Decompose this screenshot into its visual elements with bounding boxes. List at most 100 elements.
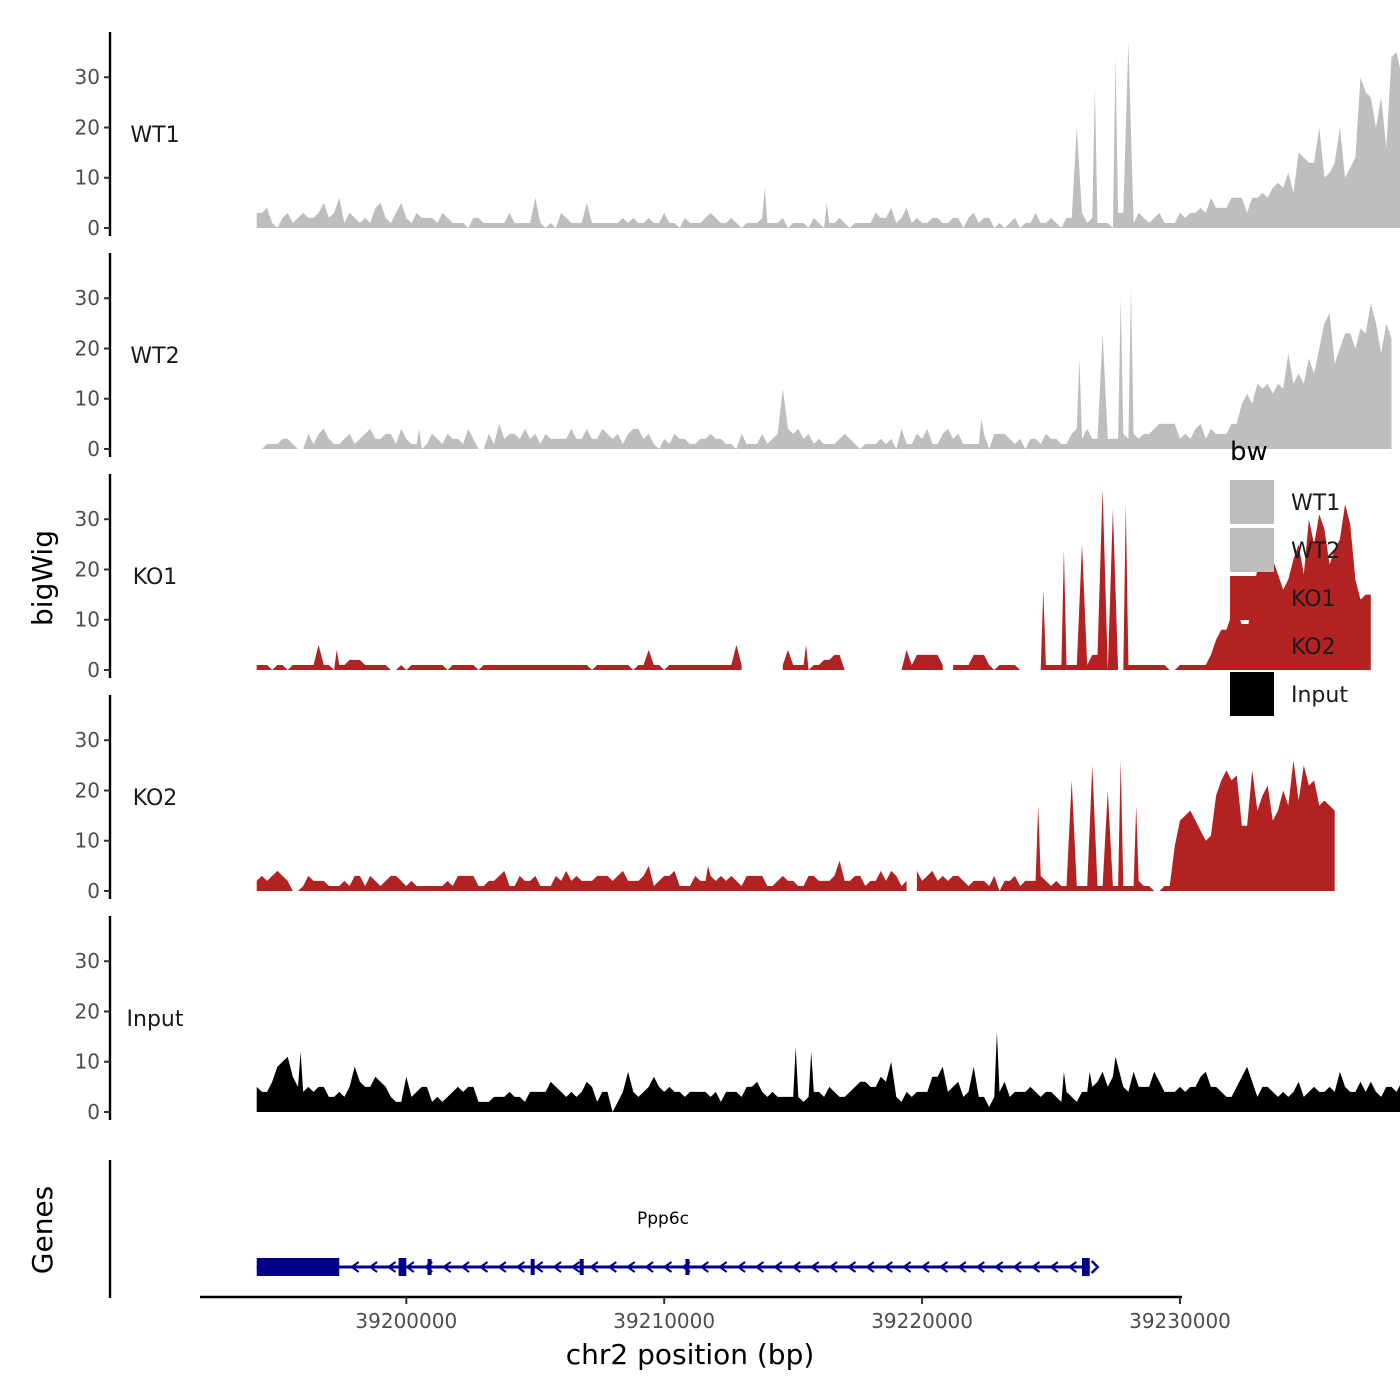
legend-label-ko2: KO2: [1291, 635, 1336, 660]
y-tick-label: 10: [75, 608, 100, 632]
gene-track-panel: Ppp6c: [108, 1160, 1100, 1298]
coverage-area-wt1: [256, 42, 1400, 228]
x-tick-label: 39230000: [1129, 1309, 1231, 1333]
gene-exon-block: [398, 1258, 407, 1276]
strand-arrow: [607, 1261, 617, 1273]
track-label-wt2: WT2: [130, 344, 179, 369]
y-tick-label: 30: [75, 728, 100, 752]
legend-swatch-wt1: [1230, 480, 1274, 524]
y-tick-label: 20: [75, 999, 100, 1023]
strand-arrow: [552, 1261, 562, 1273]
x-axis: 39200000 39210000 39220000 39230000: [200, 1295, 1231, 1333]
strand-arrow: [478, 1261, 489, 1273]
gene-track-title: Genes: [26, 1186, 59, 1274]
gene-exon-mark: [579, 1259, 584, 1275]
strand-arrow: [349, 1261, 360, 1273]
y-tick-label: 0: [87, 216, 100, 240]
strand-arrow: [1067, 1261, 1077, 1273]
coverage-panels: 0 10 20 30 WT1 0 10 20 30 WT2 0 10 20 30 KO1 0 10 20 30 KO2…: [75, 32, 1400, 1124]
y-tick-label: 30: [75, 65, 100, 89]
coverage-area-ko1: [256, 644, 742, 670]
strand-arrow: [368, 1261, 378, 1273]
strand-arrow: [993, 1261, 1004, 1273]
strand-arrow: [386, 1261, 397, 1273]
strand-arrow: [901, 1261, 912, 1273]
y-tick-label: 0: [87, 879, 100, 903]
y-tick-label: 10: [75, 387, 100, 411]
y-tick-label: 10: [75, 829, 100, 853]
strand-arrow: [423, 1261, 433, 1273]
legend-label-input: Input: [1291, 683, 1348, 708]
y-tick-label: 20: [75, 336, 100, 360]
x-tick-label: 39210000: [613, 1309, 715, 1333]
y-axis-title: bigWig: [26, 530, 59, 626]
strand-arrow: [975, 1261, 985, 1273]
legend-swatch-ko1: [1230, 576, 1274, 620]
strand-arrow: [920, 1261, 930, 1273]
y-tick-label: 30: [75, 507, 100, 531]
y-tick-label: 30: [75, 286, 100, 310]
track-label-input: Input: [127, 1007, 184, 1032]
legend-swatch-wt2: [1230, 528, 1274, 572]
legend-swatch-ko2: [1230, 624, 1274, 668]
strand-arrow: [533, 1261, 544, 1273]
track-label-ko2: KO2: [133, 786, 178, 811]
strand-arrow: [773, 1261, 783, 1273]
coverage-area-ko1: [860, 649, 943, 670]
legend-swatch-input: [1230, 672, 1274, 716]
x-axis-title: chr2 position (bp): [566, 1338, 815, 1371]
strand-arrow: [846, 1261, 857, 1273]
strand-arrow: [1012, 1261, 1022, 1273]
legend-title: bw: [1230, 437, 1268, 467]
coverage-area-ko1: [782, 644, 845, 670]
track-label-wt1: WT1: [130, 123, 179, 148]
strand-arrow: [1030, 1261, 1041, 1273]
strand-arrow: [460, 1261, 470, 1273]
gene-exon-mark: [685, 1259, 690, 1275]
y-tick-label: 10: [75, 1050, 100, 1074]
strand-arrow: [441, 1261, 452, 1273]
track-label-ko1: KO1: [133, 565, 178, 590]
y-tick-label: 20: [75, 115, 100, 139]
gene-exon-block: [256, 1258, 340, 1276]
y-tick-label: 20: [75, 557, 100, 581]
x-tick-label: 39220000: [871, 1309, 973, 1333]
gene-exon-mark: [530, 1259, 535, 1275]
legend-label-ko1: KO1: [1291, 587, 1336, 612]
strand-arrow: [809, 1261, 820, 1273]
coverage-area-ko2: [256, 860, 907, 891]
x-tick-label: 39200000: [355, 1309, 457, 1333]
coverage-area-wt2: [256, 288, 1392, 449]
strand-arrow: [957, 1261, 967, 1273]
coverage-area-ko2: [916, 760, 1335, 891]
y-tick-label: 30: [75, 949, 100, 973]
strand-arrow: [883, 1261, 893, 1273]
strand-arrow: [791, 1261, 801, 1273]
strand-arrow: [717, 1261, 728, 1273]
gene-name-label: Ppp6c: [637, 1209, 689, 1229]
legend-label-wt2: WT2: [1291, 539, 1340, 564]
strand-arrow: [1049, 1261, 1059, 1273]
strand-arrow: [681, 1261, 691, 1273]
y-tick-label: 0: [87, 1100, 100, 1124]
strand-arrow: [736, 1261, 746, 1273]
panel-ko2: 0 10 20 30 KO2: [75, 695, 1335, 903]
panel-ko1: 0 10 20 30 KO1: [75, 474, 1371, 682]
strand-arrow: [699, 1261, 709, 1273]
gene-end-chevron: [1090, 1260, 1100, 1274]
panel-wt2: 0 10 20 30 WT2: [75, 253, 1392, 461]
panel-wt1: 0 10 20 30 WT1: [75, 32, 1400, 240]
legend: bw WT1 WT2 KO1 KO2 Input: [1230, 437, 1348, 716]
strand-arrow: [644, 1261, 654, 1273]
strand-arrow: [938, 1261, 949, 1273]
panel-input: 0 10 20 30 Input: [75, 916, 1400, 1124]
gene-exon-block: [1082, 1258, 1090, 1276]
gene-exon-mark: [427, 1259, 432, 1275]
y-tick-label: 10: [75, 166, 100, 190]
strand-arrow: [589, 1261, 599, 1273]
y-tick-label: 20: [75, 778, 100, 802]
coverage-area-input: [256, 1031, 1400, 1112]
strand-arrow: [865, 1261, 875, 1273]
strand-arrow: [570, 1261, 581, 1273]
